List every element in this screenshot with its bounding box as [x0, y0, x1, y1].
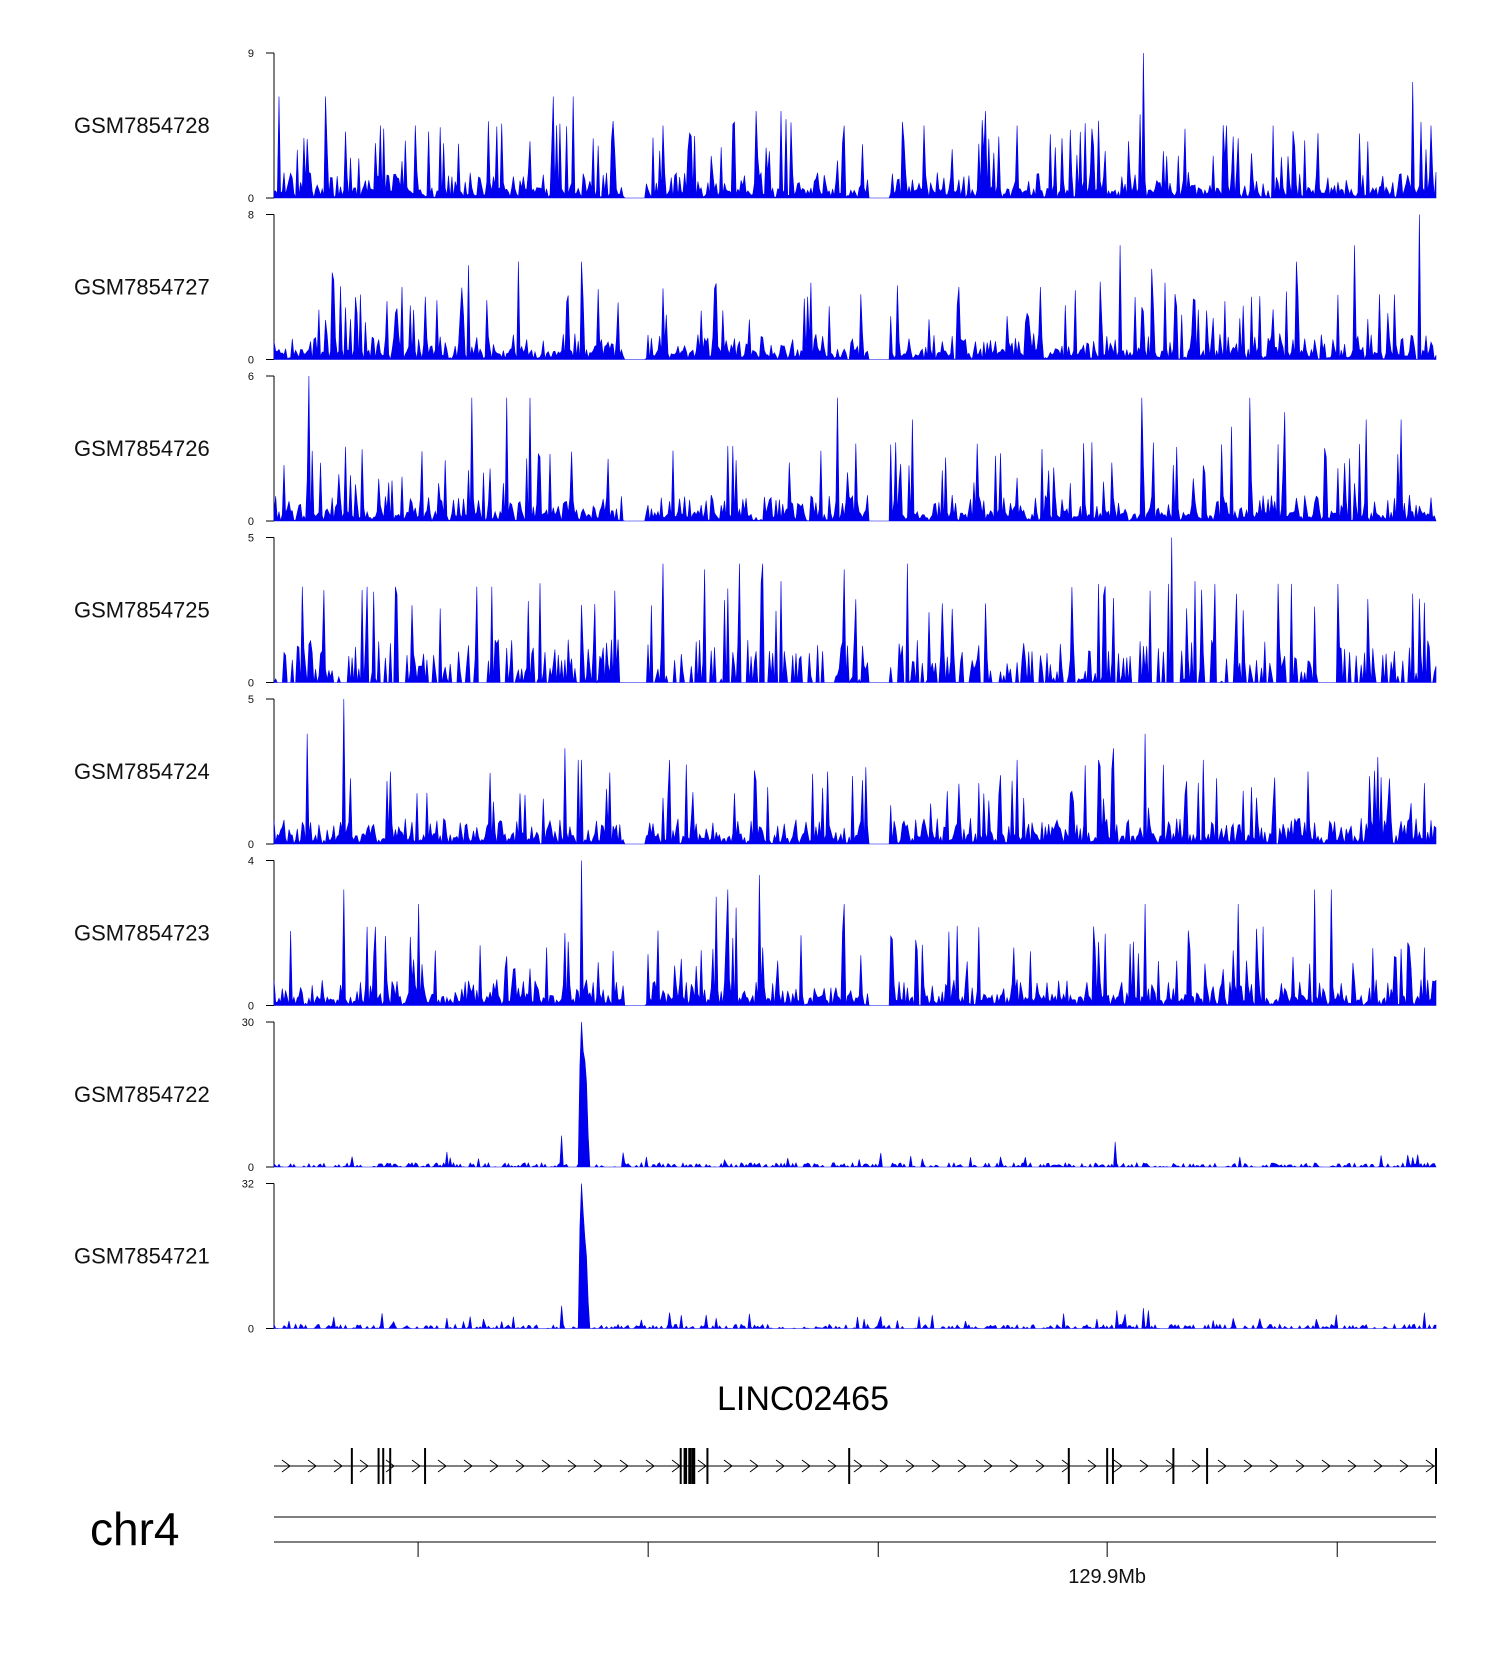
strand-arrow: [1243, 1459, 1253, 1473]
strand-arrow: [645, 1459, 655, 1473]
strand-arrow: [1269, 1459, 1279, 1473]
track-label: GSM7854725: [74, 598, 210, 623]
strand-arrow: [853, 1459, 863, 1473]
track-GSM7854725: GSM7854725 5 0: [74, 533, 1437, 690]
strand-arrow: [801, 1459, 811, 1473]
strand-arrow: [1191, 1459, 1201, 1473]
strand-arrow: [983, 1459, 993, 1473]
y-max-label: 6: [248, 371, 254, 383]
strand-arrow: [1373, 1459, 1383, 1473]
strand-arrow: [1399, 1459, 1409, 1473]
y-max-label: 4: [248, 856, 254, 868]
strand-arrow: [1139, 1459, 1149, 1473]
signal-area-GSM7854723: [273, 860, 1437, 1007]
signal-area-GSM7854727: [273, 214, 1437, 361]
track-label: GSM7854726: [74, 436, 210, 461]
y-max-label: 9: [248, 48, 254, 60]
strand-arrow: [775, 1459, 785, 1473]
y-max-label: 30: [242, 1017, 254, 1029]
y-min-label: 0: [248, 355, 254, 367]
strand-arrow: [359, 1459, 369, 1473]
strand-arrow: [905, 1459, 915, 1473]
signal-area-GSM7854724: [273, 698, 1437, 845]
strand-arrow: [827, 1459, 837, 1473]
y-min-label: 0: [248, 1324, 254, 1336]
strand-arrow: [1321, 1459, 1331, 1473]
y-max-label: 5: [248, 533, 254, 545]
signal-area-GSM7854725: [273, 537, 1437, 684]
strand-arrow: [333, 1459, 343, 1473]
genome-axis-tick-label: 129.9Mb: [1068, 1566, 1146, 1588]
strand-arrow: [1347, 1459, 1357, 1473]
strand-arrow: [619, 1459, 629, 1473]
strand-arrow: [411, 1459, 421, 1473]
y-max-label: 8: [248, 210, 254, 222]
track-label: GSM7854727: [74, 275, 210, 300]
strand-arrow: [463, 1459, 473, 1473]
signal-area-GSM7854728: [273, 52, 1437, 199]
strand-arrow: [515, 1459, 525, 1473]
track-GSM7854723: GSM7854723 4 0: [74, 856, 1437, 1013]
strand-arrow: [879, 1459, 889, 1473]
strand-arrow: [593, 1459, 603, 1473]
y-min-label: 0: [248, 1162, 254, 1174]
strand-arrow: [1113, 1459, 1123, 1473]
track-GSM7854727: GSM7854727 8 0: [74, 210, 1437, 367]
y-max-label: 32: [242, 1179, 254, 1191]
signal-area-GSM7854722: [273, 1021, 1437, 1169]
strand-arrow: [307, 1459, 317, 1473]
signal-area-GSM7854726: [273, 375, 1437, 523]
signal-area-GSM7854721: [273, 1183, 1437, 1330]
strand-arrow: [1217, 1459, 1227, 1473]
gene-track: LINC02465: [274, 1380, 1437, 1484]
track-label: GSM7854721: [74, 1244, 210, 1269]
y-min-label: 0: [248, 839, 254, 851]
track-label: GSM7854722: [74, 1082, 210, 1107]
gene-name-label: LINC02465: [717, 1380, 889, 1418]
strand-arrow: [1295, 1459, 1305, 1473]
track-GSM7854724: GSM7854724 5 0: [74, 694, 1437, 851]
y-min-label: 0: [248, 193, 254, 205]
strand-arrow: [541, 1459, 551, 1473]
strand-arrow: [281, 1459, 291, 1473]
strand-arrow: [1061, 1459, 1071, 1473]
y-min-label: 0: [248, 516, 254, 528]
strand-arrow: [1425, 1459, 1435, 1473]
track-GSM7854722: GSM7854722 30 0: [74, 1017, 1437, 1174]
chromosome-label: chr4: [90, 1503, 179, 1555]
y-max-label: 5: [248, 694, 254, 706]
track-label: GSM7854724: [74, 759, 210, 784]
y-min-label: 0: [248, 678, 254, 690]
strand-arrow: [1009, 1459, 1019, 1473]
strand-arrow: [385, 1459, 395, 1473]
strand-arrow: [489, 1459, 499, 1473]
signal-tracks: GSM785472890GSM785472780GSM785472660GSM7…: [74, 48, 1437, 1336]
strand-arrow: [567, 1459, 577, 1473]
chromosome-axis: chr4 129.9Mb: [90, 1503, 1436, 1588]
strand-arrow: [437, 1459, 447, 1473]
track-label: GSM7854728: [74, 113, 210, 138]
track-label: GSM7854723: [74, 921, 210, 946]
strand-arrow: [931, 1459, 941, 1473]
track-GSM7854721: GSM7854721 32 0: [74, 1179, 1437, 1336]
strand-arrow: [749, 1459, 759, 1473]
track-GSM7854728: GSM7854728 9 0: [74, 48, 1437, 205]
strand-arrow: [697, 1459, 707, 1473]
strand-arrow: [1087, 1459, 1097, 1473]
track-GSM7854726: GSM7854726 6 0: [74, 371, 1437, 528]
y-min-label: 0: [248, 1001, 254, 1013]
strand-arrow: [1035, 1459, 1045, 1473]
strand-arrow: [957, 1459, 967, 1473]
strand-arrow: [723, 1459, 733, 1473]
